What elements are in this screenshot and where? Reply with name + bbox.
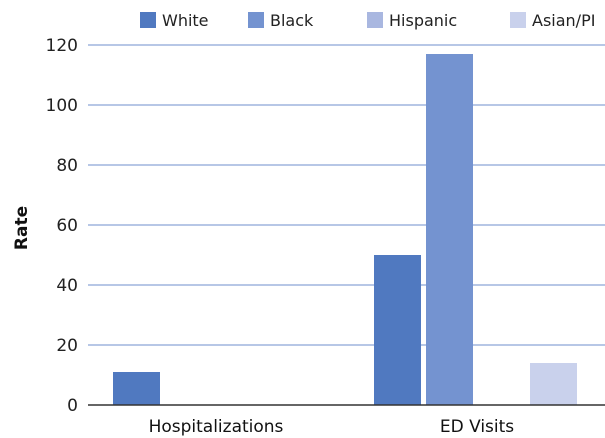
- legend-label: Asian/PI: [532, 11, 595, 30]
- bar-black-ed-visits: [426, 54, 473, 405]
- legend-label: Hispanic: [389, 11, 457, 30]
- y-tick-label: 0: [67, 396, 78, 416]
- legend-label: White: [162, 11, 209, 30]
- y-tick-label: 120: [46, 36, 78, 56]
- y-tick-label: 80: [56, 156, 78, 176]
- y-tick-label: 100: [46, 96, 78, 116]
- category-label: ED Visits: [440, 417, 514, 437]
- y-axis-label: Rate: [12, 206, 32, 250]
- legend-swatch: [367, 12, 383, 28]
- bar-white-ed-visits: [374, 255, 421, 405]
- legend-swatch: [248, 12, 264, 28]
- category-label: Hospitalizations: [149, 417, 284, 437]
- legend: White Black Hispanic Asian/PI: [140, 11, 595, 30]
- legend-swatch: [510, 12, 526, 28]
- legend-swatch: [140, 12, 156, 28]
- gridlines: [88, 44, 605, 346]
- y-tick-label: 40: [56, 276, 78, 296]
- legend-label: Black: [270, 11, 314, 30]
- bar-white-hospitalizations: [113, 372, 160, 405]
- y-tick-label: 60: [56, 216, 78, 236]
- y-axis-tick-labels: 0 20 40 60 80 100 120: [46, 36, 78, 416]
- category-labels: Hospitalizations ED Visits: [149, 417, 515, 437]
- bar-asian-pi-ed-visits: [530, 363, 577, 405]
- bars: [113, 54, 577, 405]
- y-tick-label: 20: [56, 336, 78, 356]
